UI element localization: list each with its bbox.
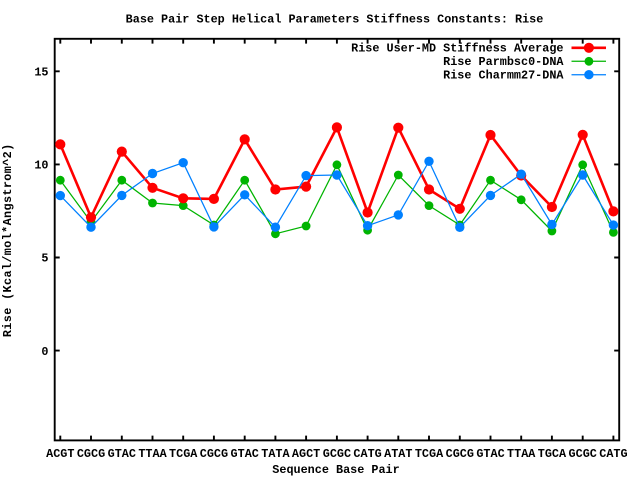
svg-text:ATAT: ATAT [384, 447, 412, 461]
svg-text:CATG: CATG [599, 447, 627, 461]
svg-text:CGCG: CGCG [77, 447, 105, 461]
svg-text:Rise User-MD Stiffness Average: Rise User-MD Stiffness Average [351, 42, 563, 56]
svg-text:GTAC: GTAC [231, 447, 259, 461]
svg-text:TATA: TATA [261, 447, 290, 461]
svg-text:GTAC: GTAC [108, 447, 136, 461]
svg-text:ACGT: ACGT [46, 447, 74, 461]
svg-text:5: 5 [41, 252, 48, 266]
svg-text:AGCT: AGCT [292, 447, 320, 461]
svg-text:TGCA: TGCA [538, 447, 567, 461]
svg-text:CATG: CATG [353, 447, 381, 461]
svg-text:TTAA: TTAA [138, 447, 167, 461]
svg-text:GTAC: GTAC [476, 447, 504, 461]
svg-text:Rise Charmm27-DNA: Rise Charmm27-DNA [443, 69, 564, 83]
svg-text:Sequence Base Pair: Sequence Base Pair [272, 463, 399, 477]
svg-text:10: 10 [34, 159, 48, 173]
svg-text:Base Pair Step Helical Paramet: Base Pair Step Helical Parameters Stiffn… [126, 13, 544, 27]
svg-text:TTAA: TTAA [507, 447, 536, 461]
svg-text:GCGC: GCGC [323, 447, 351, 461]
svg-text:GCGC: GCGC [569, 447, 597, 461]
svg-text:TCGA: TCGA [169, 447, 198, 461]
svg-text:15: 15 [34, 66, 48, 80]
svg-text:TCGA: TCGA [415, 447, 444, 461]
svg-text:0: 0 [41, 345, 48, 359]
svg-text:CGCG: CGCG [200, 447, 228, 461]
svg-text:Rise Parmbsc0-DNA: Rise Parmbsc0-DNA [443, 55, 564, 69]
svg-text:Rise (Kcal/mol*Angstrom^2): Rise (Kcal/mol*Angstrom^2) [1, 143, 15, 337]
svg-text:CGCG: CGCG [446, 447, 474, 461]
